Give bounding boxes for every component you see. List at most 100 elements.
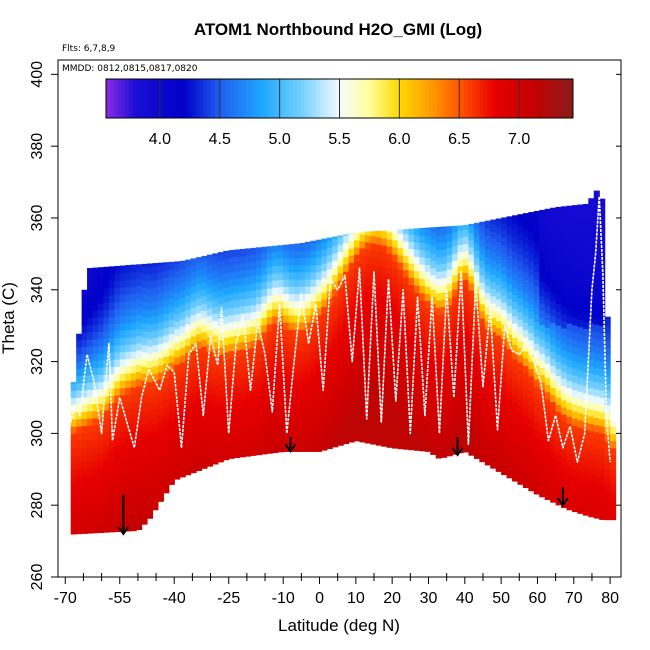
heatmap-cell bbox=[490, 338, 497, 347]
heatmap-cell bbox=[310, 329, 317, 338]
heatmap-cell bbox=[522, 473, 529, 481]
heatmap-cell bbox=[130, 386, 137, 395]
heatmap-cell bbox=[561, 277, 568, 286]
heatmap-cell bbox=[370, 400, 377, 409]
heatmap-cell bbox=[441, 306, 448, 315]
heatmap-cell bbox=[92, 518, 99, 527]
heatmap-cell bbox=[424, 250, 431, 258]
heatmap-cell bbox=[506, 283, 513, 292]
heatmap-cell bbox=[245, 298, 252, 306]
heatmap-cell bbox=[114, 366, 121, 375]
heatmap-cell bbox=[190, 364, 197, 373]
heatmap-cell bbox=[217, 267, 224, 276]
heatmap-cell bbox=[81, 490, 88, 498]
heatmap-cell bbox=[245, 341, 252, 349]
heatmap-cell bbox=[577, 384, 584, 392]
heatmap-cell bbox=[130, 501, 137, 510]
heatmap-cell bbox=[561, 213, 568, 221]
heatmap-cell bbox=[577, 455, 584, 464]
heatmap-cell bbox=[419, 350, 426, 358]
heatmap-cell bbox=[571, 303, 579, 312]
heatmap-cell bbox=[419, 256, 426, 265]
heatmap-cell bbox=[288, 436, 295, 445]
heatmap-cell bbox=[125, 315, 132, 324]
chart-title: ATOM1 Northbound H2O_GMI (Log) bbox=[194, 20, 482, 39]
heatmap-cell bbox=[528, 476, 535, 485]
heatmap-cell bbox=[152, 502, 159, 511]
heatmap-cell bbox=[588, 487, 595, 496]
heatmap-cell bbox=[413, 228, 421, 236]
heatmap-cell bbox=[97, 288, 104, 297]
heatmap-cell bbox=[375, 287, 382, 295]
heatmap-cell bbox=[517, 218, 524, 227]
heatmap-cell bbox=[517, 326, 524, 334]
heatmap-cell bbox=[430, 346, 437, 355]
heatmap-cell bbox=[223, 265, 230, 274]
heatmap-cell bbox=[386, 346, 393, 355]
heatmap-cell bbox=[114, 337, 121, 346]
heatmap-cell bbox=[424, 314, 431, 323]
heatmap-cell bbox=[212, 392, 219, 400]
heatmap-cell bbox=[582, 235, 589, 243]
heatmap-cell bbox=[599, 318, 606, 327]
heatmap-cell bbox=[512, 452, 519, 461]
heatmap-cell bbox=[152, 430, 159, 439]
colorbar-segment bbox=[347, 79, 352, 118]
heatmap-cell bbox=[103, 424, 110, 433]
heatmap-cell bbox=[381, 417, 388, 426]
heatmap-cell bbox=[272, 301, 279, 310]
heatmap-cell bbox=[304, 243, 312, 251]
heatmap-cell bbox=[141, 401, 148, 410]
heatmap-cell bbox=[419, 378, 426, 387]
heatmap-cell bbox=[294, 243, 301, 251]
heatmap-cell bbox=[479, 418, 486, 427]
heatmap-cell bbox=[430, 353, 437, 362]
heatmap-cell bbox=[533, 343, 540, 351]
heatmap-cell bbox=[550, 272, 557, 281]
heatmap-cell bbox=[430, 432, 437, 441]
heatmap-cell bbox=[125, 451, 132, 460]
heatmap-cell bbox=[250, 383, 257, 392]
heatmap-cell bbox=[424, 436, 431, 445]
heatmap-cell bbox=[473, 235, 480, 244]
heatmap-cell bbox=[555, 483, 562, 491]
heatmap-cell bbox=[381, 431, 388, 440]
heatmap-cell bbox=[310, 372, 317, 381]
heatmap-cell bbox=[152, 373, 159, 382]
heatmap-cell bbox=[272, 359, 279, 367]
heatmap-cell bbox=[272, 280, 279, 288]
heatmap-cell bbox=[479, 447, 486, 455]
heatmap-cell bbox=[348, 255, 355, 263]
heatmap-cell bbox=[506, 456, 513, 464]
heatmap-cell bbox=[261, 403, 268, 412]
heatmap-cell bbox=[97, 424, 104, 433]
heatmap-cell bbox=[506, 362, 513, 371]
heatmap-cell bbox=[397, 398, 404, 407]
heatmap-cell bbox=[266, 359, 273, 368]
heatmap-cell bbox=[397, 290, 404, 299]
heatmap-cell bbox=[206, 308, 213, 316]
heatmap-cell bbox=[87, 324, 94, 333]
heatmap-cell bbox=[424, 271, 431, 280]
heatmap-cell bbox=[239, 349, 246, 357]
heatmap-cell bbox=[103, 316, 110, 325]
heatmap-cell bbox=[479, 221, 486, 226]
heatmap-cell bbox=[424, 444, 431, 452]
heatmap-cell bbox=[108, 524, 115, 533]
heatmap-cell bbox=[490, 245, 497, 254]
heatmap-cell bbox=[381, 324, 388, 332]
heatmap-cell bbox=[468, 268, 475, 277]
heatmap-cell bbox=[430, 389, 437, 398]
heatmap-cell bbox=[304, 314, 312, 323]
heatmap-cell bbox=[81, 518, 88, 527]
heatmap-cell bbox=[463, 344, 470, 352]
heatmap-cell bbox=[533, 436, 540, 445]
heatmap-cell bbox=[332, 403, 339, 412]
heatmap-cell bbox=[457, 416, 464, 425]
heatmap-cell bbox=[582, 306, 589, 315]
colorbar: 4.0 4.5 5.0 5.5 6.0 6.5 7.0 bbox=[105, 78, 574, 148]
heatmap-cell bbox=[114, 344, 121, 353]
heatmap-cell bbox=[201, 288, 208, 297]
heatmap-cell bbox=[250, 318, 257, 327]
heatmap-cell bbox=[533, 213, 540, 222]
